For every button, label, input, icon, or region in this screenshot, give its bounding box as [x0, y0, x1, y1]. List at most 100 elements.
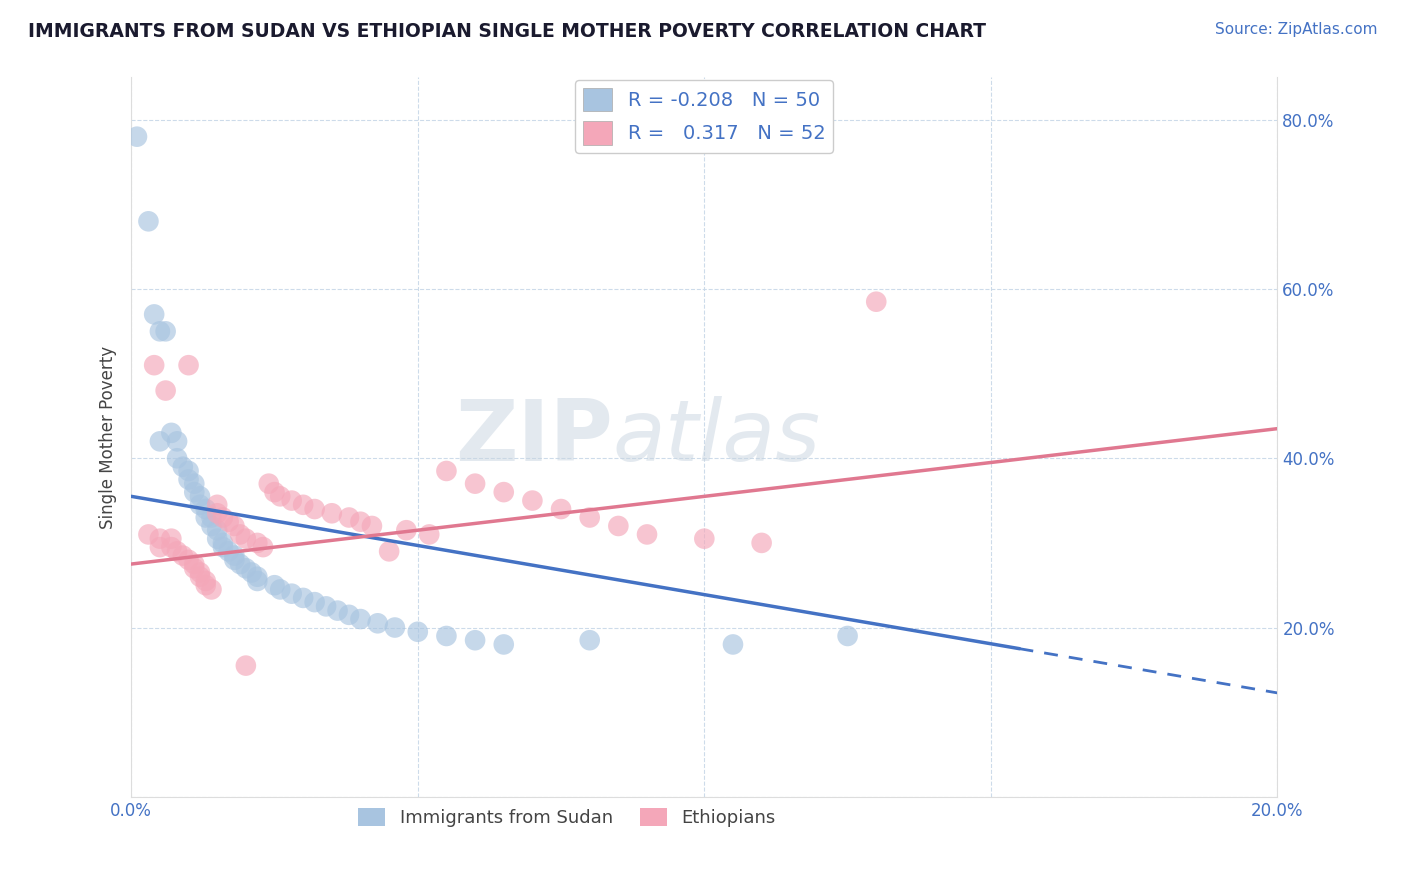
- Point: [172, 459, 194, 474]
- Point: [177, 472, 200, 486]
- Point: [188, 570, 211, 584]
- Point: [177, 553, 200, 567]
- Point: [143, 358, 166, 372]
- Text: IMMIGRANTS FROM SUDAN VS ETHIOPIAN SINGLE MOTHER POVERTY CORRELATION CHART: IMMIGRANTS FROM SUDAN VS ETHIOPIAN SINGL…: [28, 22, 986, 41]
- Point: [183, 561, 205, 575]
- Point: [492, 637, 515, 651]
- Point: [160, 532, 183, 546]
- Point: [304, 502, 326, 516]
- Point: [188, 498, 211, 512]
- Point: [149, 532, 172, 546]
- Point: [418, 527, 440, 541]
- Point: [326, 604, 349, 618]
- Point: [321, 506, 343, 520]
- Point: [607, 519, 630, 533]
- Point: [200, 510, 222, 524]
- Point: [194, 578, 217, 592]
- Point: [751, 536, 773, 550]
- Point: [280, 587, 302, 601]
- Point: [149, 324, 172, 338]
- Point: [155, 324, 177, 338]
- Point: [177, 358, 200, 372]
- Point: [194, 510, 217, 524]
- Legend: Immigrants from Sudan, Ethiopians: Immigrants from Sudan, Ethiopians: [352, 801, 783, 835]
- Point: [280, 493, 302, 508]
- Point: [212, 540, 235, 554]
- Point: [166, 451, 188, 466]
- Point: [212, 536, 235, 550]
- Point: [160, 425, 183, 440]
- Point: [252, 540, 274, 554]
- Point: [188, 489, 211, 503]
- Point: [865, 294, 887, 309]
- Text: Source: ZipAtlas.com: Source: ZipAtlas.com: [1215, 22, 1378, 37]
- Point: [269, 582, 291, 597]
- Point: [218, 515, 240, 529]
- Point: [224, 549, 246, 563]
- Point: [263, 578, 285, 592]
- Point: [143, 307, 166, 321]
- Point: [183, 557, 205, 571]
- Point: [166, 544, 188, 558]
- Point: [269, 489, 291, 503]
- Point: [224, 553, 246, 567]
- Point: [636, 527, 658, 541]
- Point: [188, 566, 211, 580]
- Point: [240, 566, 263, 580]
- Point: [384, 621, 406, 635]
- Point: [125, 129, 148, 144]
- Point: [229, 527, 252, 541]
- Point: [721, 637, 744, 651]
- Point: [200, 519, 222, 533]
- Point: [177, 464, 200, 478]
- Point: [218, 544, 240, 558]
- Point: [578, 510, 600, 524]
- Point: [246, 574, 269, 588]
- Point: [464, 633, 486, 648]
- Point: [166, 434, 188, 449]
- Point: [292, 591, 315, 605]
- Point: [349, 612, 371, 626]
- Point: [229, 557, 252, 571]
- Point: [212, 510, 235, 524]
- Point: [235, 561, 257, 575]
- Point: [205, 532, 228, 546]
- Point: [194, 502, 217, 516]
- Point: [183, 476, 205, 491]
- Point: [160, 540, 183, 554]
- Point: [693, 532, 716, 546]
- Point: [205, 523, 228, 537]
- Point: [200, 582, 222, 597]
- Point: [406, 624, 429, 639]
- Point: [337, 607, 360, 622]
- Point: [578, 633, 600, 648]
- Point: [315, 599, 337, 614]
- Text: atlas: atlas: [613, 396, 821, 479]
- Point: [183, 485, 205, 500]
- Point: [464, 476, 486, 491]
- Y-axis label: Single Mother Poverty: Single Mother Poverty: [100, 345, 117, 529]
- Point: [224, 519, 246, 533]
- Point: [138, 527, 160, 541]
- Point: [337, 510, 360, 524]
- Point: [837, 629, 859, 643]
- Point: [149, 540, 172, 554]
- Point: [361, 519, 384, 533]
- Point: [378, 544, 401, 558]
- Point: [194, 574, 217, 588]
- Point: [138, 214, 160, 228]
- Point: [263, 485, 285, 500]
- Point: [522, 493, 544, 508]
- Point: [550, 502, 572, 516]
- Point: [436, 629, 458, 643]
- Point: [246, 536, 269, 550]
- Point: [155, 384, 177, 398]
- Point: [149, 434, 172, 449]
- Point: [205, 506, 228, 520]
- Point: [235, 658, 257, 673]
- Point: [304, 595, 326, 609]
- Point: [257, 476, 280, 491]
- Text: ZIP: ZIP: [456, 396, 613, 479]
- Point: [436, 464, 458, 478]
- Point: [172, 549, 194, 563]
